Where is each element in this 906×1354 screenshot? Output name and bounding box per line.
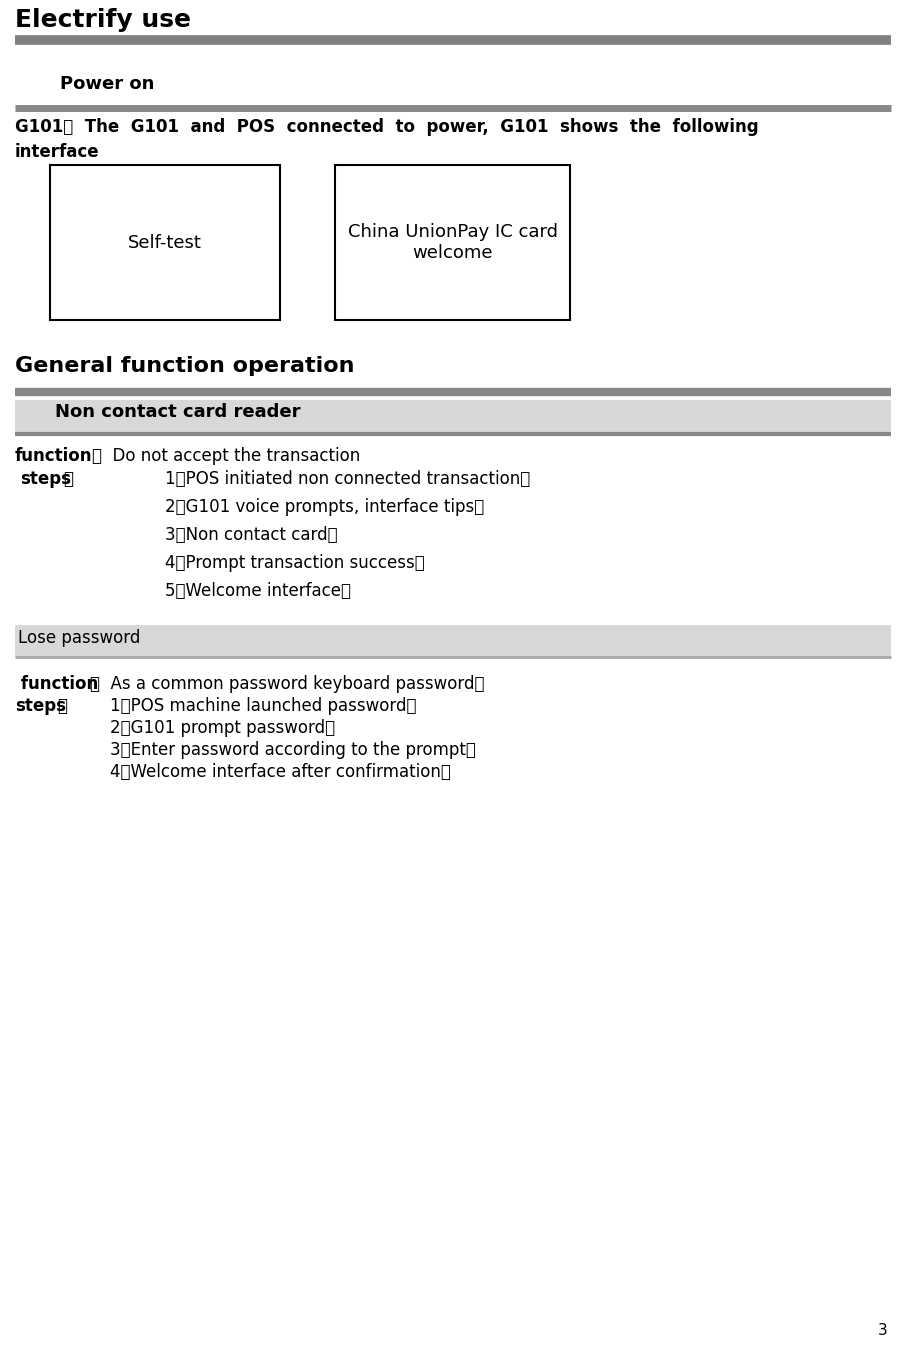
Bar <box>335 165 570 320</box>
Bar <box>15 626 891 657</box>
Text: 1、POS initiated non connected transaction；: 1、POS initiated non connected transactio… <box>165 470 530 487</box>
Text: interface: interface <box>15 144 100 161</box>
Text: 3、Enter password according to the prompt；: 3、Enter password according to the prompt… <box>110 741 476 760</box>
Text: G101：  The  G101  and  POS  connected  to  power,  G101  shows  the  following: G101： The G101 and POS connected to powe… <box>15 118 758 135</box>
Bar <box>50 165 280 320</box>
Text: ：: ： <box>63 470 73 487</box>
Text: Non contact card reader: Non contact card reader <box>55 403 301 421</box>
Text: 2、G101 voice prompts, interface tips；: 2、G101 voice prompts, interface tips； <box>165 498 484 516</box>
Text: function: function <box>15 676 98 693</box>
Text: ：: ： <box>57 697 67 715</box>
Text: 2、G101 prompt password；: 2、G101 prompt password； <box>110 719 335 737</box>
Text: 4、Welcome interface after confirmation；: 4、Welcome interface after confirmation； <box>110 764 451 781</box>
Text: 5、Welcome interface。: 5、Welcome interface。 <box>165 582 351 600</box>
Text: 4、Prompt transaction success；: 4、Prompt transaction success； <box>165 554 425 571</box>
Text: General function operation: General function operation <box>15 356 354 376</box>
Bar <box>15 399 891 435</box>
Text: function: function <box>15 447 92 464</box>
Text: ：  Do not accept the transaction: ： Do not accept the transaction <box>92 447 361 464</box>
Text: steps: steps <box>15 697 66 715</box>
Text: 3、Non contact card；: 3、Non contact card； <box>165 525 338 544</box>
Text: 3: 3 <box>878 1323 888 1338</box>
Text: 1、POS machine launched password；: 1、POS machine launched password； <box>110 697 417 715</box>
Text: Self-test: Self-test <box>128 233 202 252</box>
Text: ：  As a common password keyboard password。: ： As a common password keyboard password… <box>90 676 485 693</box>
Text: Lose password: Lose password <box>18 630 140 647</box>
Text: Electrify use: Electrify use <box>15 8 191 32</box>
Text: China UnionPay IC card
welcome: China UnionPay IC card welcome <box>348 223 557 261</box>
Text: steps: steps <box>20 470 71 487</box>
Text: Power on: Power on <box>60 74 154 93</box>
